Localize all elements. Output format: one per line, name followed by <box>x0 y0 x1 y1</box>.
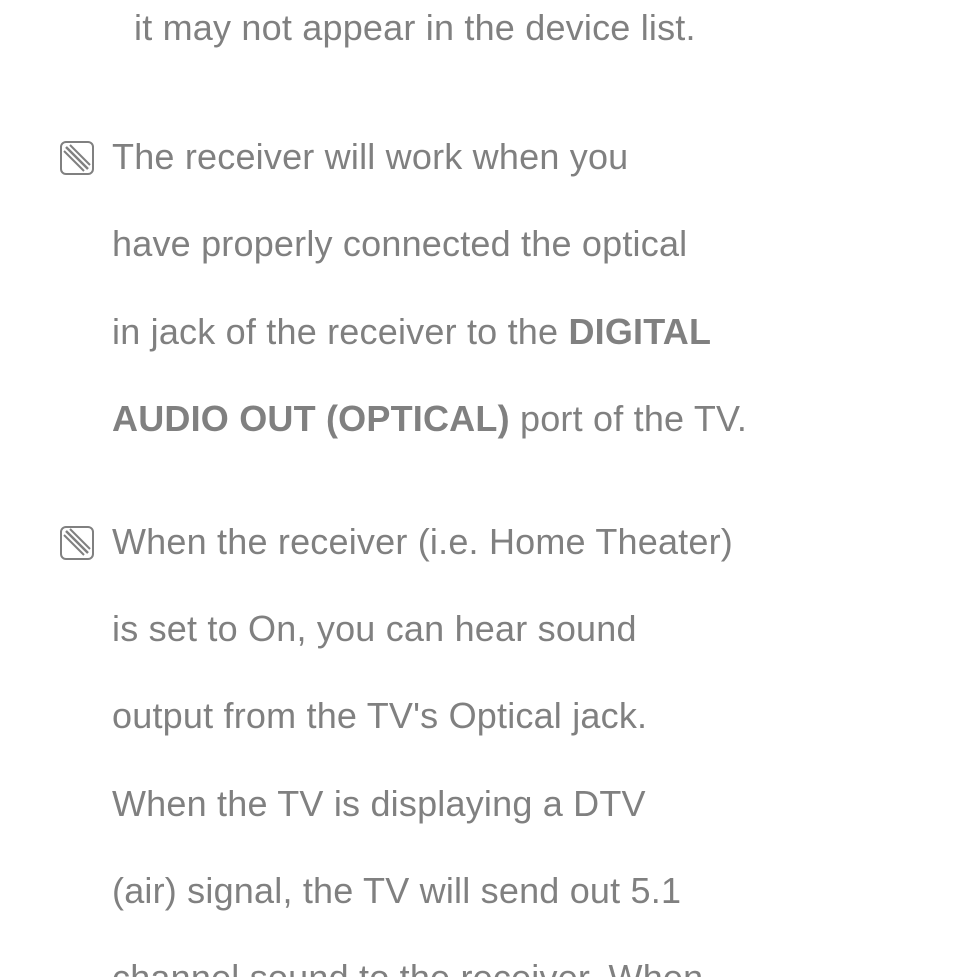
note1-line2: have properly connected the optical <box>112 222 930 265</box>
note1-line4-post: port of the TV. <box>510 398 747 439</box>
note2-line2: is set to On, you can hear sound <box>112 607 930 650</box>
note-icon-column <box>24 526 112 560</box>
note-icon <box>60 141 94 175</box>
note-icon-column <box>24 141 112 175</box>
note2-line4: When the TV is displaying a DTV <box>112 782 930 825</box>
note-2-body: When the receiver (i.e. Home Theater) is… <box>112 520 930 977</box>
note2-line1: When the receiver (i.e. Home Theater) <box>112 520 930 563</box>
note1-line3: in jack of the receiver to the DIGITAL <box>112 310 930 353</box>
manual-page: it may not appear in the device list. Th… <box>0 0 954 977</box>
note-block-1: The receiver will work when you have pro… <box>24 135 930 440</box>
intro-tail-line: it may not appear in the device list. <box>24 0 930 49</box>
note1-line3-bold: DIGITAL <box>568 311 711 352</box>
note-icon <box>60 526 94 560</box>
note1-line1: The receiver will work when you <box>112 135 930 178</box>
note2-line5: (air) signal, the TV will send out 5.1 <box>112 869 930 912</box>
note1-line3-pre: in jack of the receiver to the <box>112 311 568 352</box>
note2-line3: output from the TV's Optical jack. <box>112 694 930 737</box>
note1-line4: AUDIO OUT (OPTICAL) port of the TV. <box>112 397 930 440</box>
note2-line6: channel sound to the receiver. When <box>112 956 930 977</box>
note-block-2: When the receiver (i.e. Home Theater) is… <box>24 520 930 977</box>
note1-line4-bold: AUDIO OUT (OPTICAL) <box>112 398 510 439</box>
note-1-body: The receiver will work when you have pro… <box>112 135 930 440</box>
